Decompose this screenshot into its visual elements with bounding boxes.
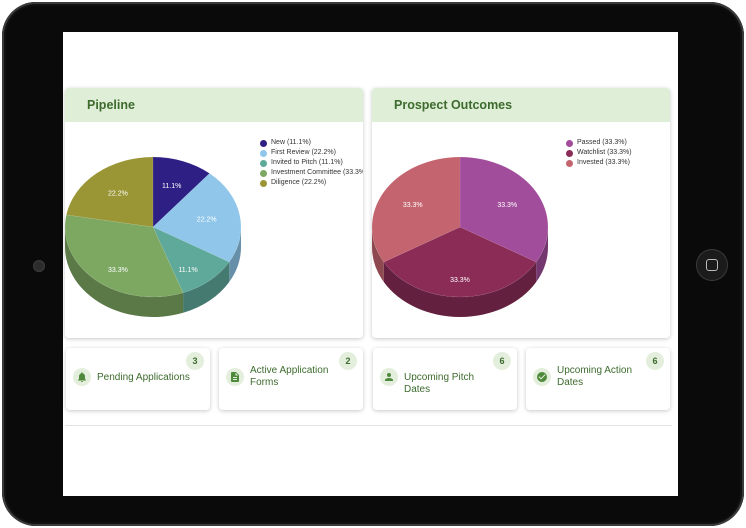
pipeline-title: Pipeline [65,88,363,122]
legend-label: New (11.1%) [271,139,311,146]
pie-data-label: 33.3% [497,202,517,209]
pie-data-label: 33.3% [108,267,128,274]
legend-item[interactable]: Passed (33.3%) [566,138,632,148]
stat-label: Upcoming Action Dates [557,365,633,388]
pipeline-pie-chart: 11.1% 22.2% 11.1% 33.3% 22.2% [65,156,242,317]
stat-label: Active Application Forms [250,365,329,388]
pie-data-label: 11.1% [162,183,181,190]
legend-swatch [260,169,267,177]
outcomes-pie-chart: 33.3% 33.3% 33.3% [372,156,549,317]
upcoming-pitch-dates-card[interactable]: Upcoming Pitch Dates 6 [373,348,517,410]
bell-icon [73,368,91,386]
stat-count-badge: 3 [186,352,204,370]
legend-swatch [566,139,573,147]
pipeline-legend: New (11.1%) First Review (22.2%) Invited t… [260,138,363,188]
legend-item[interactable]: First Review (22.2%) [260,148,363,158]
person-icon [380,368,398,386]
pie-slice-4[interactable] [66,156,154,228]
pipeline-card: Pipeline 11.1% 22.2% 11.1% 33.3% 22.2% New (… [65,88,363,338]
pie-data-label: 22.2% [108,191,128,198]
check-circle-icon [533,368,551,386]
active-application-forms-card[interactable]: Active Application Forms 2 [219,348,363,410]
legend-label: Watchlist (33.3%) [577,149,632,156]
home-square-icon [706,259,718,271]
legend-swatch [260,159,267,167]
pie-side-1 [229,227,241,282]
legend-label: Passed (33.3%) [577,139,627,146]
pie-data-label: 11.1% [178,267,197,274]
stat-count-badge: 2 [339,352,357,370]
pie-data-label: 33.3% [450,277,470,284]
legend-swatch [260,139,267,147]
legend-label: Invited to Pitch (11.1%) [271,159,343,166]
legend-swatch [260,179,267,187]
pie-slice-1[interactable] [383,226,537,298]
pie-side-1 [383,262,537,317]
pie-data-label: 33.3% [403,202,423,209]
legend-swatch [566,149,573,157]
legend-item[interactable]: Watchlist (33.3%) [566,148,632,158]
pie-slice-0[interactable] [152,156,210,228]
divider [65,425,672,426]
pending-applications-card[interactable]: Pending Applications 3 [66,348,210,410]
pie-slice-2[interactable] [372,156,461,263]
stat-label: Upcoming Pitch Dates [404,372,475,395]
legend-label: Investment Committee (33.3%) [271,169,363,176]
legend-item[interactable]: New (11.1%) [260,138,363,148]
legend-label: Diligence (22.2%) [271,179,327,186]
stat-count-badge: 6 [493,352,511,370]
outcomes-legend: Passed (33.3%) Watchlist (33.3%) Invested … [566,138,632,168]
outcomes-card: Prospect Outcomes 33.3% 33.3% 33.3% Passed… [372,88,670,338]
stat-label: Pending Applications [97,372,190,383]
pie-slice-2[interactable] [152,226,230,294]
outcomes-title: Prospect Outcomes [372,88,670,122]
legend-item[interactable]: Invited to Pitch (11.1%) [260,158,363,168]
stat-count-badge: 6 [646,352,664,370]
screen: Pipeline 11.1% 22.2% 11.1% 33.3% 22.2% New (… [63,32,678,496]
legend-item[interactable]: Invested (33.3%) [566,158,632,168]
upcoming-action-dates-card[interactable]: Upcoming Action Dates 6 [526,348,670,410]
pie-data-label: 22.2% [197,216,217,223]
pie-side-2 [183,262,230,313]
pie-slice-3[interactable] [65,214,184,298]
pie-slice-1[interactable] [152,173,242,263]
legend-label: First Review (22.2%) [271,149,336,156]
legend-swatch [566,159,573,167]
pie-side-2 [372,227,384,282]
home-button[interactable] [696,249,728,281]
legend-swatch [260,149,267,157]
pie-side-3 [65,227,184,317]
legend-item[interactable]: Diligence (22.2%) [260,178,363,188]
pie-slice-0[interactable] [459,156,549,263]
document-icon [226,368,244,386]
pie-side-0 [536,227,548,282]
camera-icon [33,260,45,272]
legend-item[interactable]: Investment Committee (33.3%) [260,168,363,178]
legend-label: Invested (33.3%) [577,159,630,166]
